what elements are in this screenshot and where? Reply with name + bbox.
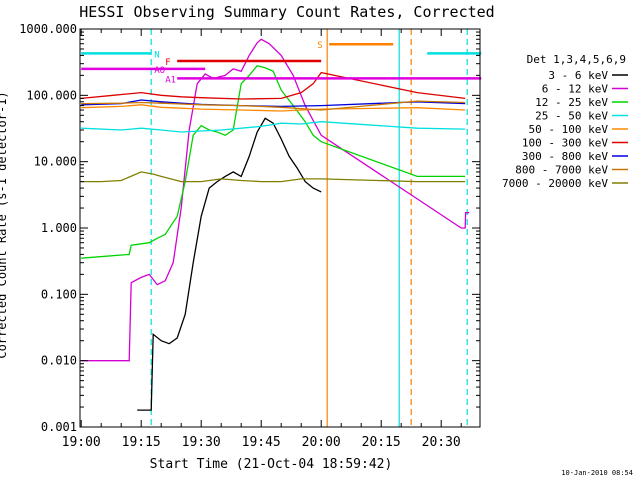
legend-label: 7000 - 20000 keV: [502, 177, 608, 190]
flag-bar-label: AO: [154, 66, 165, 76]
x-axis-label: Start Time (21-Oct-04 18:59:42): [150, 457, 393, 472]
flag-bar-label: F: [165, 58, 170, 68]
x-tick-label: 20:30: [422, 435, 461, 450]
series-line-9: [81, 171, 466, 183]
footer-timestamp: 10-Jan-2010 08:54: [561, 469, 633, 477]
legend-label: 50 - 100 keV: [529, 123, 609, 136]
x-tick-label: 19:45: [242, 435, 281, 450]
flag-bar-label: S: [317, 41, 322, 51]
legend-label: 3 - 6 keV: [548, 69, 608, 82]
series-line-1: [137, 117, 322, 411]
legend-title: Det 1,3,4,5,6,9: [527, 53, 626, 66]
legend-label: 800 - 7000 keV: [515, 164, 608, 177]
series-line-4: [81, 121, 466, 133]
y-tick-label: 0.100: [41, 287, 77, 301]
legend-label: 12 - 25 keV: [535, 96, 608, 109]
y-tick-label: 100.000: [26, 88, 77, 102]
y-tick-label: 0.010: [41, 354, 77, 368]
series-line-2: [81, 38, 470, 362]
series-line-3: [81, 64, 466, 259]
legend-label: 100 - 300 keV: [522, 137, 608, 150]
flag-bar-label: N: [154, 50, 159, 60]
y-tick-label: 0.001: [41, 420, 77, 434]
x-tick-label: 19:00: [62, 435, 101, 450]
x-tick-label: 20:00: [302, 435, 341, 450]
x-tick-label: 20:15: [362, 435, 401, 450]
y-axis-label: Corrected Count Rate (s-1 detector-1): [0, 91, 9, 358]
series-line-5: [81, 104, 466, 112]
flag-bar-label: A1: [165, 75, 176, 85]
legend-label: 300 - 800 keV: [522, 150, 608, 163]
series-line-8: [81, 100, 466, 111]
chart-title: HESSI Observing Summary Count Rates, Cor…: [79, 3, 494, 21]
y-tick-label: 1.000: [41, 221, 77, 235]
legend-label: 25 - 50 keV: [535, 110, 608, 123]
series-line-6: [81, 71, 466, 100]
y-tick-label: 1000.000: [19, 22, 77, 36]
x-tick-label: 19:15: [122, 435, 161, 450]
legend-label: 6 - 12 keV: [542, 83, 609, 96]
x-tick-label: 19:30: [182, 435, 221, 450]
y-tick-label: 10.000: [34, 155, 77, 169]
